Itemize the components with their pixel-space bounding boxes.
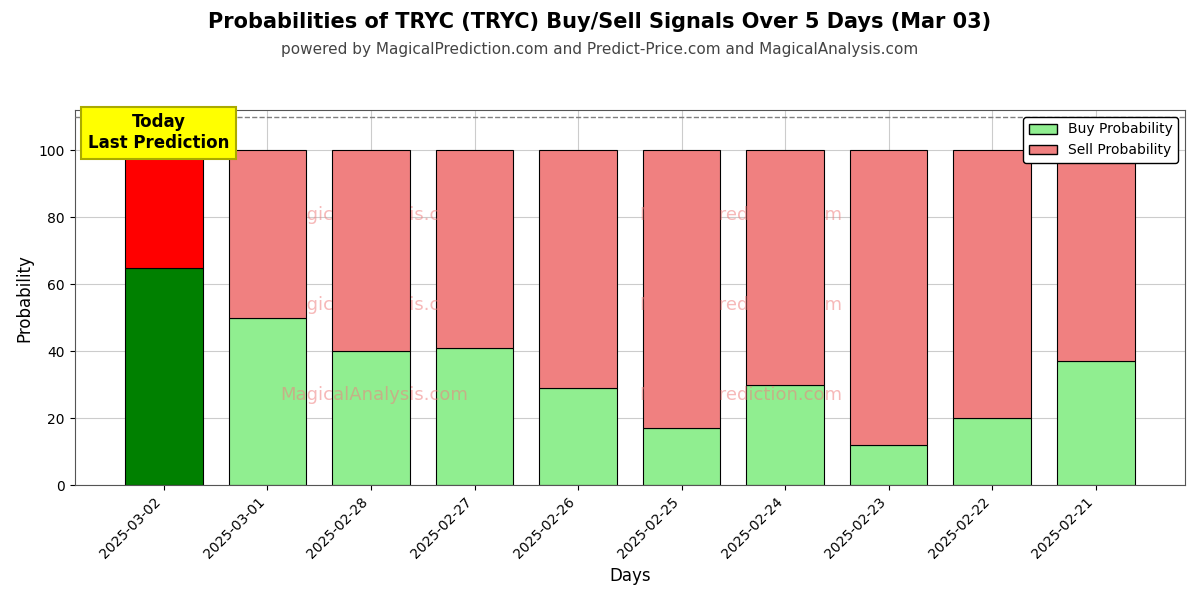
Text: MagicalPrediction.com: MagicalPrediction.com bbox=[640, 296, 842, 314]
Bar bbox=[125, 268, 203, 485]
X-axis label: Days: Days bbox=[610, 567, 650, 585]
Bar bbox=[850, 445, 928, 485]
Bar bbox=[125, 150, 203, 268]
Text: Today
Last Prediction: Today Last Prediction bbox=[88, 113, 229, 152]
Bar bbox=[850, 150, 928, 445]
Bar bbox=[953, 418, 1031, 485]
Bar bbox=[953, 150, 1031, 418]
Bar bbox=[1057, 361, 1134, 485]
Text: MagicalAnalysis.com: MagicalAnalysis.com bbox=[281, 206, 468, 224]
Bar bbox=[332, 351, 410, 485]
Bar bbox=[229, 318, 306, 485]
Bar bbox=[1057, 150, 1134, 361]
Bar bbox=[436, 348, 514, 485]
Bar bbox=[332, 150, 410, 351]
Text: MagicalAnalysis.com: MagicalAnalysis.com bbox=[281, 386, 468, 404]
Bar bbox=[643, 428, 720, 485]
Text: MagicalPrediction.com: MagicalPrediction.com bbox=[640, 206, 842, 224]
Bar bbox=[436, 150, 514, 348]
Text: Probabilities of TRYC (TRYC) Buy/Sell Signals Over 5 Days (Mar 03): Probabilities of TRYC (TRYC) Buy/Sell Si… bbox=[209, 12, 991, 32]
Text: powered by MagicalPrediction.com and Predict-Price.com and MagicalAnalysis.com: powered by MagicalPrediction.com and Pre… bbox=[281, 42, 919, 57]
Bar bbox=[746, 385, 824, 485]
Bar bbox=[539, 150, 617, 388]
Y-axis label: Probability: Probability bbox=[16, 254, 34, 341]
Bar bbox=[746, 150, 824, 385]
Bar bbox=[229, 150, 306, 318]
Legend: Buy Probability, Sell Probability: Buy Probability, Sell Probability bbox=[1024, 117, 1178, 163]
Text: MagicalPrediction.com: MagicalPrediction.com bbox=[640, 386, 842, 404]
Text: MagicalAnalysis.com: MagicalAnalysis.com bbox=[281, 296, 468, 314]
Bar bbox=[539, 388, 617, 485]
Bar bbox=[643, 150, 720, 428]
